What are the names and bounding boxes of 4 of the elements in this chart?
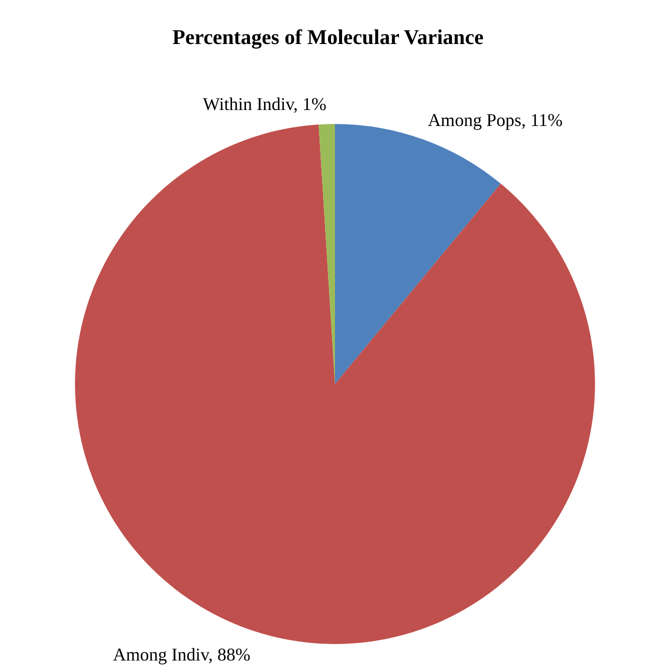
- slice-label: Among Pops, 11%: [428, 110, 563, 130]
- slice-label: Within Indiv, 1%: [202, 94, 326, 114]
- chart-title: Percentages of Molecular Variance: [172, 25, 484, 49]
- slice-label: Among Indiv, 88%: [113, 644, 250, 665]
